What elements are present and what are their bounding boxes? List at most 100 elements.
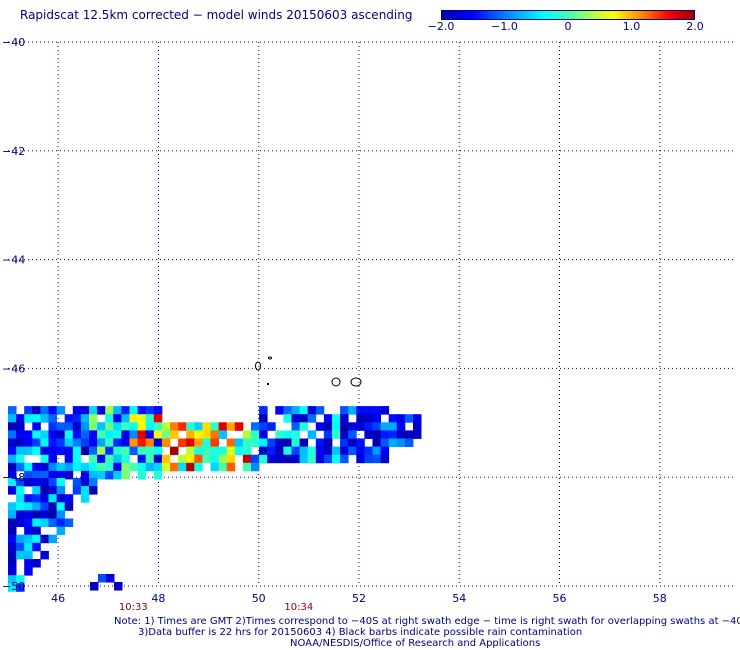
wind-cell <box>80 494 90 503</box>
wind-cell <box>16 534 25 544</box>
wind-cell <box>64 470 74 480</box>
wind-cell <box>210 422 219 431</box>
wind-cell <box>234 438 244 447</box>
wind-cell <box>90 582 99 591</box>
wind-cell <box>404 430 414 439</box>
wind-cell <box>186 446 195 456</box>
wind-cell <box>315 406 325 415</box>
wind-cell <box>129 446 138 456</box>
wind-cell <box>121 454 130 464</box>
wind-cell <box>80 486 90 495</box>
wind-cell <box>72 446 82 456</box>
wind-cell <box>307 454 317 464</box>
wind-cell <box>129 414 138 423</box>
wind-cell <box>8 446 17 456</box>
wind-cell <box>89 454 98 464</box>
wind-cell <box>40 462 49 472</box>
wind-cell <box>89 438 98 447</box>
rain-contours <box>255 356 362 387</box>
wind-cell <box>97 438 106 447</box>
wind-cell <box>307 406 317 415</box>
wind-cell <box>56 526 66 536</box>
wind-cell <box>48 478 57 487</box>
wind-cell <box>40 438 49 447</box>
grid-lines <box>8 41 735 587</box>
wind-cell <box>56 406 66 415</box>
wind-cell <box>315 446 325 456</box>
wind-cell <box>121 422 130 431</box>
wind-cell <box>48 446 57 456</box>
wind-cell <box>16 422 25 431</box>
wind-cell <box>16 462 25 472</box>
wind-cell <box>32 502 41 511</box>
colorbar-tick: −1.0 <box>491 20 518 33</box>
wind-cell <box>283 446 292 456</box>
wind-cell <box>356 414 365 423</box>
colorbar <box>441 10 695 20</box>
wind-cell <box>8 575 17 584</box>
wind-cell <box>259 454 268 464</box>
wind-cell <box>114 582 123 591</box>
x-tick-label: 46 <box>51 592 65 605</box>
wind-cell <box>267 454 276 464</box>
wind-cell <box>97 454 106 464</box>
wind-cell <box>170 462 179 472</box>
wind-cell <box>56 494 66 503</box>
wind-cell <box>202 430 211 439</box>
wind-cell <box>40 518 49 527</box>
wind-cell <box>105 406 114 415</box>
wind-cell <box>48 534 57 544</box>
wind-cell <box>121 438 130 447</box>
wind-cell <box>242 430 252 439</box>
wind-cell <box>283 414 292 423</box>
wind-cell <box>121 414 130 423</box>
wind-cell <box>97 406 106 415</box>
wind-cell <box>72 438 82 447</box>
wind-cell <box>372 422 381 431</box>
wind-cell <box>32 486 41 495</box>
wind-cell <box>16 430 25 439</box>
wind-cell <box>16 583 25 592</box>
wind-cell <box>40 478 49 487</box>
wind-cell <box>218 446 228 456</box>
wind-cell <box>32 470 41 480</box>
wind-cell <box>380 454 390 464</box>
wind-cell <box>113 414 122 423</box>
wind-cell <box>332 430 341 439</box>
wind-cell <box>105 422 114 431</box>
wind-cell <box>80 446 90 456</box>
wind-cell <box>372 446 381 456</box>
wind-cell <box>315 438 325 447</box>
wind-cell <box>113 406 122 415</box>
time-labels: 10:33 10:34 <box>119 602 313 612</box>
wind-cell <box>80 462 90 472</box>
wind-cell <box>32 559 41 568</box>
wind-cell <box>8 518 17 527</box>
wind-cell <box>170 430 179 439</box>
wind-cell <box>8 438 17 447</box>
rain-contour <box>350 377 362 387</box>
wind-cell <box>40 430 49 439</box>
wind-cell <box>121 446 130 456</box>
wind-cell <box>40 454 49 464</box>
wind-cell <box>113 454 122 464</box>
wind-cell <box>137 414 147 423</box>
wind-cell <box>137 438 147 447</box>
rain-contour <box>255 361 261 371</box>
wind-cell <box>40 510 49 519</box>
wind-cell <box>291 438 300 447</box>
wind-cell <box>323 438 333 447</box>
wind-cell <box>194 438 203 447</box>
wind-cell <box>145 438 155 447</box>
wind-cell <box>16 494 25 503</box>
y-tick-label: −40 <box>2 36 25 49</box>
wind-cell <box>8 406 17 415</box>
wind-cell <box>299 446 309 456</box>
wind-cell <box>404 438 414 447</box>
colorbar-tick: 0 <box>564 20 572 33</box>
colorbar-tick: 2.0 <box>686 20 704 33</box>
wind-cell <box>153 438 163 447</box>
wind-cell <box>267 446 276 456</box>
wind-cell <box>89 422 98 431</box>
wind-cell <box>8 510 17 519</box>
